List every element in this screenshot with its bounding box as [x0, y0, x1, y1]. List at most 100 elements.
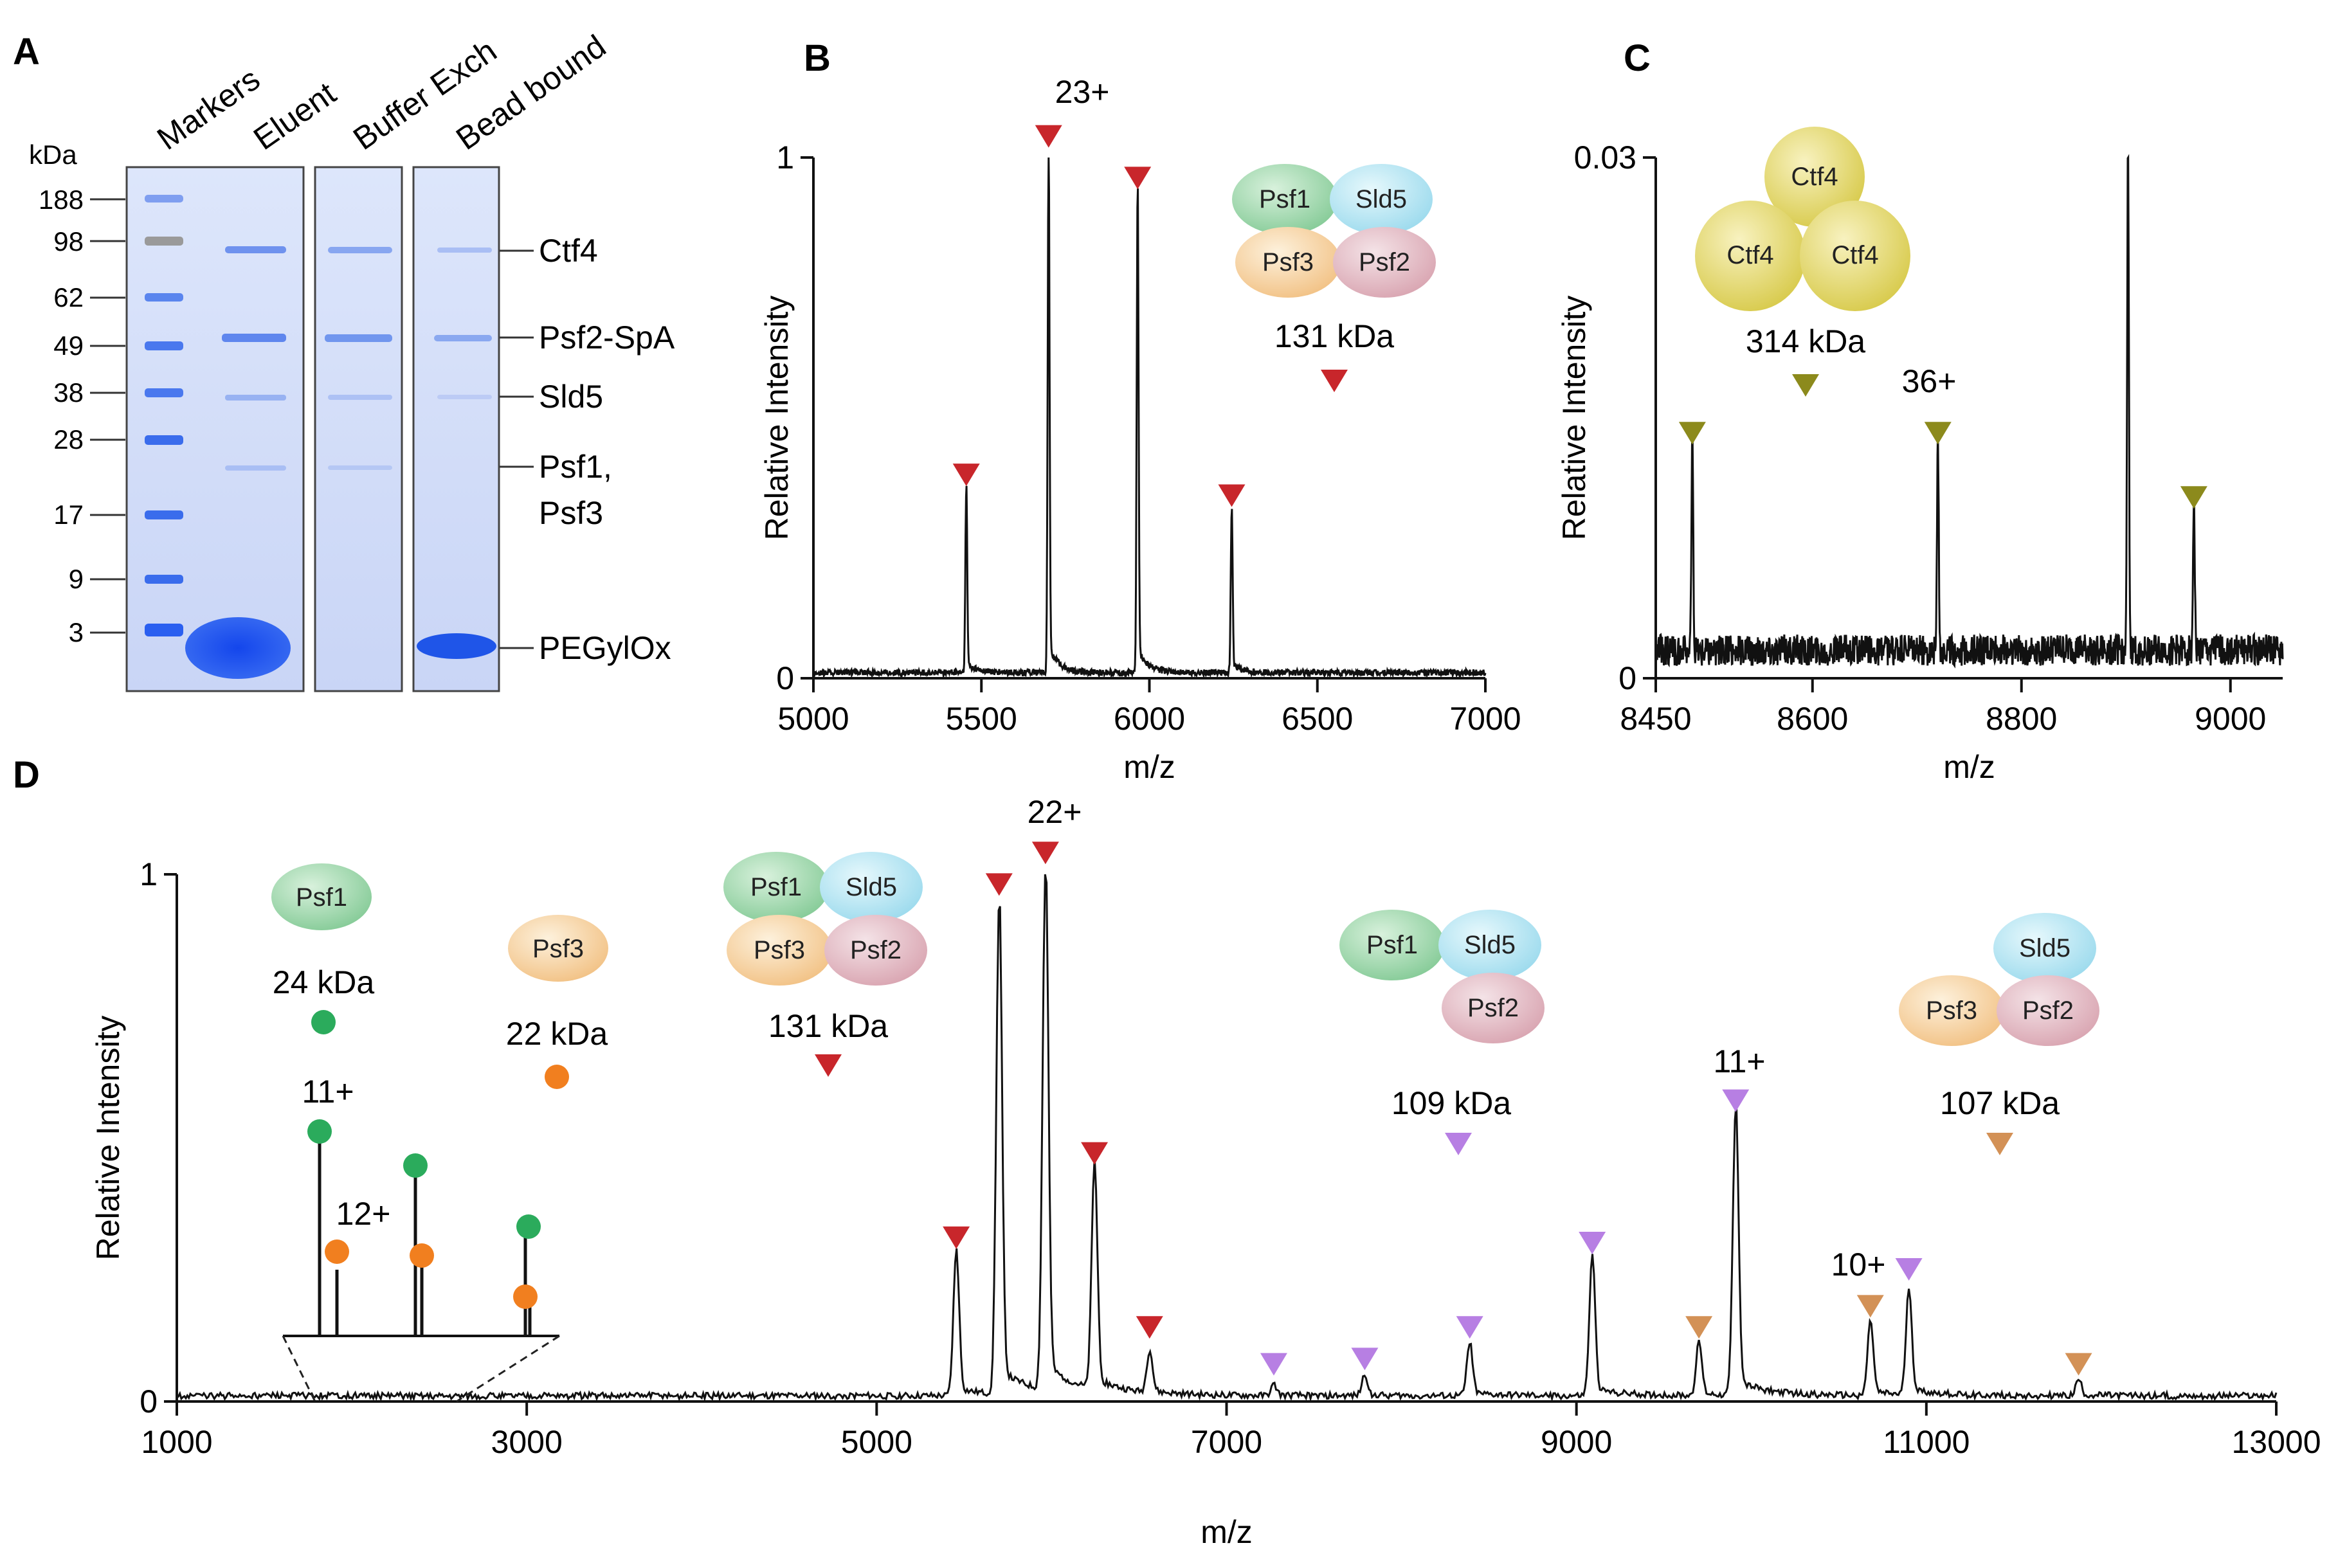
subunit-psf3: [1235, 227, 1341, 298]
gel-piece-1: [125, 166, 305, 692]
x-tick-label: 7000: [1191, 1424, 1262, 1460]
peak-marker: [1722, 1089, 1750, 1112]
subunit-label: Psf3: [1262, 248, 1314, 276]
subunit-label: Psf3: [1926, 996, 1977, 1025]
complex-d-tetramer: Psf1 Sld5 Psf3 Psf2: [723, 852, 927, 986]
subunit-label: Psf1: [1259, 185, 1310, 213]
subunit-label: Psf1: [750, 873, 802, 901]
orange-dot: [513, 1284, 538, 1309]
peak-marker: [1685, 1316, 1713, 1339]
subunit-psf3: [508, 915, 608, 982]
subunit-psf2: [824, 915, 927, 986]
x-axis-label: m/z: [1943, 749, 1995, 785]
inset-dots: [307, 1119, 541, 1309]
kda-label: kDa: [29, 140, 77, 170]
peak-marker: [2065, 1353, 2092, 1376]
peak-marker: [1856, 1295, 1884, 1318]
subunit-label: Sld5: [1355, 185, 1407, 213]
band-label-psf2-spa: Psf2-SpA: [539, 320, 675, 356]
x-tick-label: 5500: [946, 701, 1017, 737]
legend-marker-orange: [545, 1065, 569, 1089]
subunit-sld5: [1330, 164, 1433, 235]
y-tick-label: 1: [776, 140, 794, 176]
inset-zoom-line: [456, 1335, 560, 1403]
complex-d-trimer-1: Psf1 Sld5 Psf2: [1339, 910, 1545, 1043]
mass-label-131: 131 kDa: [768, 1008, 888, 1044]
marker-label: 188: [39, 185, 84, 215]
subunit-label: Sld5: [846, 873, 897, 901]
y-axis-label: Relative Intensity: [90, 1016, 126, 1261]
peak-marker: [1035, 125, 1062, 148]
lane-label-markers: Markers: [150, 61, 266, 157]
green-dot: [403, 1153, 428, 1178]
peak-marker: [1351, 1347, 1379, 1371]
x-tick-label: 6000: [1114, 701, 1185, 737]
charge-label-11-trimer: 11+: [1713, 1043, 1765, 1079]
complex-d-trimer-2: Sld5 Psf3 Psf2: [1899, 913, 2099, 1046]
panel-b-letter: B: [804, 37, 831, 79]
marker-label: 3: [69, 617, 84, 647]
y-tick-label: 1: [140, 856, 158, 892]
y-tick-label: 0: [776, 660, 794, 696]
y-tick-label: 0.03: [1574, 140, 1636, 176]
peak-marker: [1260, 1353, 1287, 1376]
x-tick-label: 5000: [841, 1424, 912, 1460]
orange-dot: [410, 1243, 434, 1268]
eluent-lane-bands: [185, 246, 291, 679]
spectrum-trace: [1654, 154, 2284, 669]
charge-label-11-psf1: 11+: [302, 1074, 354, 1110]
subunit-psf2: [1333, 227, 1436, 298]
x-tick-label: 8800: [1986, 701, 2057, 737]
peak-marker: [1579, 1232, 1606, 1254]
panel-b: B 5000 5500 6000 6500 7000 0 1 m/z Relative Inte…: [759, 37, 1521, 785]
subunit-psf3: [727, 915, 832, 986]
peak-marker: [1218, 484, 1246, 507]
peak-marker: [2180, 486, 2207, 509]
x-tick-label: 9000: [2195, 701, 2266, 737]
peak-marker: [985, 873, 1013, 896]
y-axis-label: Relative Intensity: [759, 296, 795, 541]
charge-label-23: 23+: [1055, 74, 1110, 110]
peak-marker: [1031, 842, 1059, 865]
peak-marker: [1678, 422, 1706, 445]
legend-marker-purple: [1445, 1133, 1472, 1155]
subunit-sld5: [820, 852, 923, 923]
subunit-sld5: [1993, 913, 2096, 984]
subunit-label: Psf2: [1467, 994, 1519, 1022]
panel-a: A Markers Eluent Buffer Exch Bead bound …: [13, 28, 675, 692]
band-label-psf3: Psf3: [539, 495, 603, 531]
mass-label-22: 22 kDa: [506, 1016, 608, 1052]
marker-label: 9: [69, 564, 84, 594]
subunit-label: Psf2: [1359, 248, 1410, 276]
subunit-psf3: [1899, 975, 2004, 1046]
peak-marker: [952, 464, 980, 487]
subunit-label: Psf2: [850, 936, 902, 964]
band-label-psf1: Psf1,: [539, 449, 612, 485]
green-dot: [516, 1214, 541, 1239]
x-tick-label: 1000: [141, 1424, 212, 1460]
orange-dot: [325, 1239, 349, 1264]
mass-label-107: 107 kDa: [1940, 1085, 2060, 1121]
lane-labels: Markers Eluent Buffer Exch Bead bound: [150, 28, 612, 157]
chart-d: 1000 3000 5000 7000 9000 11000 13000 0 1 m/z Relat…: [90, 842, 2321, 1550]
gel-piece-3: [412, 166, 500, 692]
marker-label: 49: [53, 330, 84, 361]
complex-b-tetramer: Psf1 Sld5 Psf3 Psf2: [1232, 164, 1436, 298]
charge-label-22: 22+: [1028, 794, 1082, 830]
subunit-label: Psf3: [754, 936, 805, 964]
panel-d-letter: D: [13, 754, 40, 796]
subunit-label: Psf3: [532, 935, 584, 963]
chart-c: 8450 8600 8800 9000 0 0.03 m/z Relative Intensi…: [1556, 140, 2284, 785]
marker-label: 28: [53, 424, 84, 455]
panel-c-letter: C: [1624, 37, 1651, 79]
gel-piece-2: [314, 166, 403, 692]
marker-label: 98: [53, 226, 84, 257]
inset-zoom-line: [282, 1335, 316, 1402]
peak-marker: [1456, 1316, 1483, 1339]
x-tick-label: 13000: [2231, 1424, 2321, 1460]
complex-c-trimer: Ctf4 Ctf4 Ctf4: [1695, 127, 1910, 311]
spectrum-trace: [176, 874, 2278, 1403]
panel-d: D 1000 3000 5000 7000 9000 11000 13000 0 1 m/z Rel…: [13, 754, 2321, 1550]
subunit-ctf4: [1764, 127, 1865, 227]
subunit-psf1: [723, 852, 829, 923]
